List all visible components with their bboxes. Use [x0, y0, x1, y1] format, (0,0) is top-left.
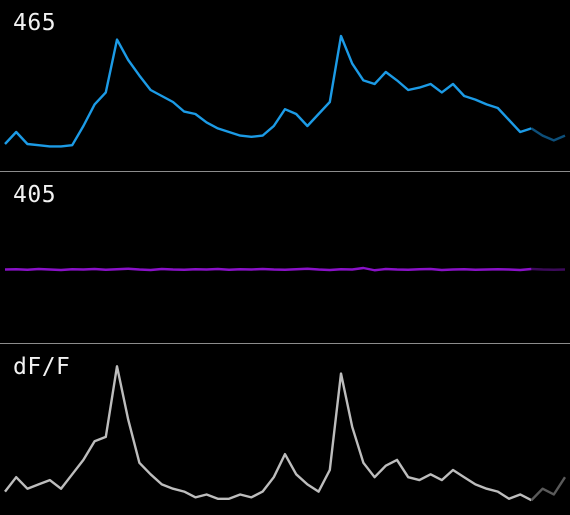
trace-line-tail [531, 267, 566, 271]
panel-465: 465 [0, 0, 570, 171]
trace-line [4, 34, 532, 148]
panel-divider [0, 171, 570, 172]
panel-405: 405 [0, 172, 570, 343]
panel-title-465: 465 [13, 10, 57, 36]
trace-dff-plot [4, 365, 567, 502]
trace-405-plot [4, 266, 566, 272]
trace-line-tail [530, 127, 566, 142]
panel-divider [0, 343, 570, 344]
panel-title-405: 405 [13, 182, 57, 208]
panel-title-dff: dF/F [13, 354, 71, 380]
trace-line [4, 365, 532, 502]
trace-465-plot [4, 34, 566, 148]
trace-line [4, 266, 532, 272]
panel-dff: dF/F [0, 344, 570, 515]
trace-line-tail [530, 476, 567, 502]
